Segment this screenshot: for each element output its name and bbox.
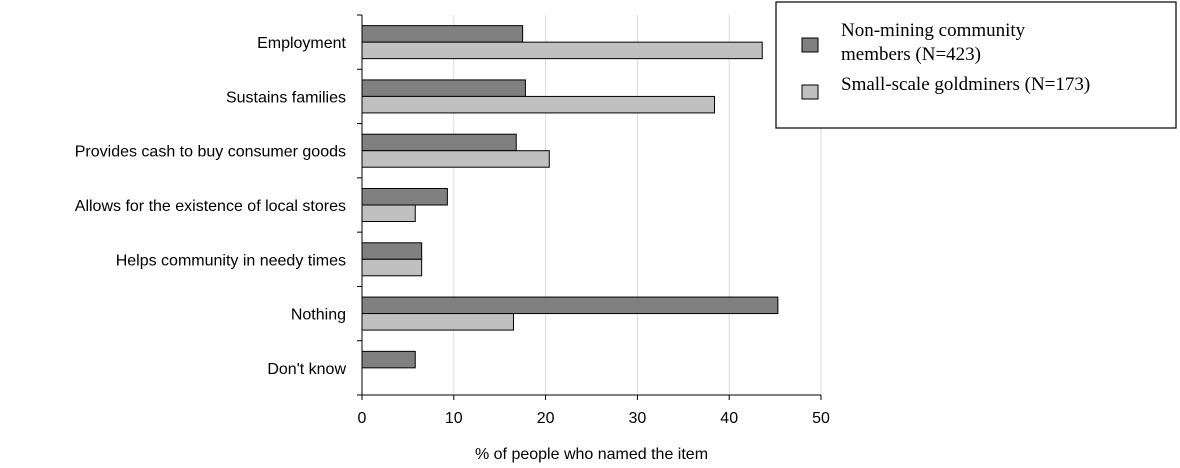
bar-s2-c3 (361, 150, 550, 168)
category-label: Sustains families (226, 89, 346, 106)
category-label: Helps community in needy times (116, 252, 346, 269)
x-tick-label: 50 (812, 410, 830, 427)
legend-label-s1: members (N=423) (841, 44, 981, 65)
category-labels: Employment Sustains families Provides cash… (75, 35, 347, 378)
category-label: Provides cash to buy consumer goods (75, 144, 346, 161)
x-tick-label: 30 (629, 410, 647, 427)
bar-s2-c6 (361, 313, 514, 331)
bar-s2-c5 (361, 258, 423, 277)
x-tick-labels: 0 10 20 30 40 50 (358, 410, 830, 427)
category-label: Nothing (291, 307, 346, 324)
legend-label-s2: Small-scale goldminers (N=173) (841, 74, 1090, 95)
gridlines (453, 15, 822, 395)
x-tick-label: 40 (720, 410, 738, 427)
bar-s2-c1 (361, 41, 763, 60)
category-label: Employment (257, 35, 346, 52)
x-tick-label: 20 (537, 410, 555, 427)
bar-s2-c4 (361, 204, 416, 222)
bar-s1-c4 (361, 188, 448, 206)
bar-s1-c2 (361, 79, 526, 97)
category-label: Allows for the existence of local stores (75, 198, 346, 215)
bar-s1-c1 (361, 25, 524, 43)
x-axis-title: % of people who named the item (475, 446, 708, 463)
axes-group (357, 14, 822, 400)
bar-s2-c2 (361, 95, 716, 114)
legend-box (775, 1, 1177, 129)
legend-key-s2 (801, 84, 819, 100)
legend-key-s1 (801, 37, 819, 53)
bars-group (361, 25, 779, 369)
legend: Non-mining community members (N=423) Small… (775, 1, 1177, 129)
legend-label-s1: Non-mining community (841, 20, 1026, 41)
bar-s1-c5 (361, 242, 423, 260)
bar-s1-c3 (361, 133, 517, 152)
x-tick-label: 0 (358, 410, 367, 427)
bar-s1-c6 (361, 296, 779, 315)
x-tick-label: 10 (445, 410, 463, 427)
bar-s1-c7 (361, 350, 416, 369)
category-label: Don't know (267, 361, 346, 378)
